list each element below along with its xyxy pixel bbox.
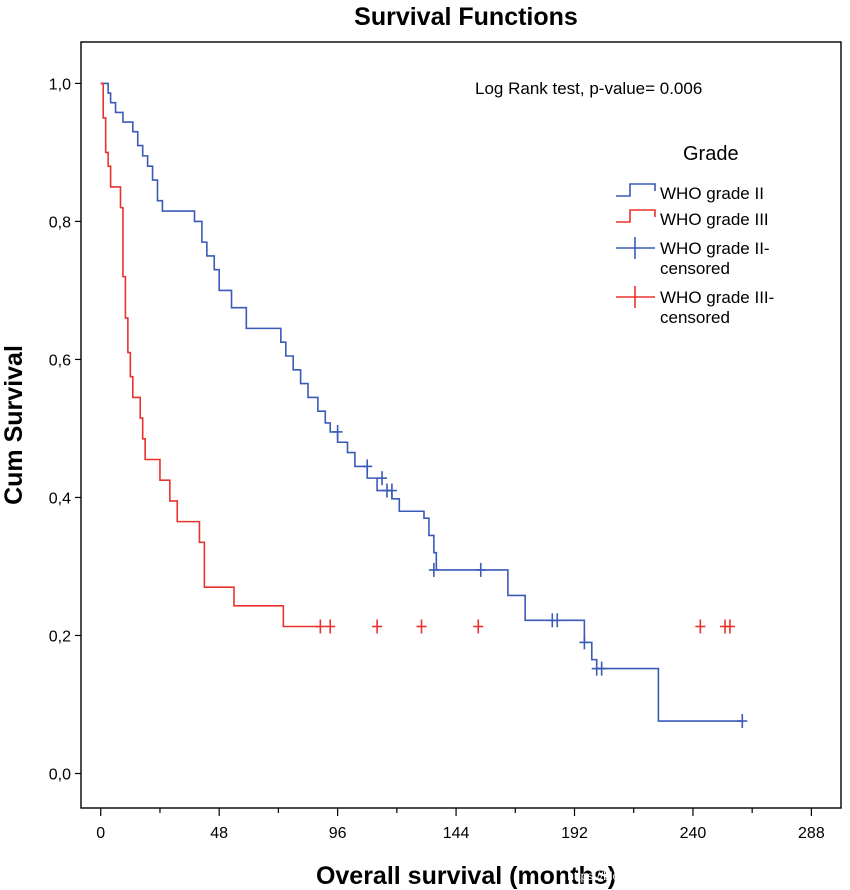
- x-tick-label: 144: [443, 825, 470, 842]
- series-who-grade-iii: [100, 82, 735, 634]
- legend-censor-swatch: [616, 286, 655, 308]
- y-tick-label: 0,2: [49, 628, 71, 645]
- y-axis-label: Cum Survival: [0, 345, 28, 505]
- censor-mark: [362, 459, 373, 474]
- chart-title: Survival Functions: [354, 3, 578, 31]
- legend-label: censored: [660, 308, 730, 327]
- legend-label: WHO grade III: [660, 210, 769, 229]
- series-who-grade-ii: [100, 82, 748, 729]
- legend-item: WHO grade II: [616, 183, 764, 203]
- y-tick-label: 0,0: [49, 766, 71, 783]
- y-tick-label: 0,8: [49, 214, 71, 231]
- x-tick-label: 192: [561, 825, 588, 842]
- legend-censor-swatch: [616, 237, 655, 259]
- x-axis: 0 48 96 144 192 240 288: [96, 808, 825, 842]
- censor-mark: [737, 714, 748, 729]
- censor-mark: [372, 619, 383, 634]
- x-tick-label: 96: [329, 825, 347, 842]
- legend-label: WHO grade III-: [660, 288, 774, 307]
- plot-area: [80, 41, 842, 809]
- censor-mark: [332, 424, 343, 439]
- x-tick-label: 48: [210, 825, 228, 842]
- legend-line-swatch: [616, 183, 656, 197]
- legend-item: WHO grade III-censored: [616, 286, 774, 327]
- censor-mark: [695, 619, 706, 634]
- survival-step-line: [100, 82, 743, 722]
- legend-label: censored: [660, 259, 730, 278]
- legend-item: WHO grade III: [616, 209, 769, 229]
- legend-label: WHO grade II-: [660, 239, 770, 258]
- censor-mark: [416, 619, 427, 634]
- censor-mark: [377, 471, 388, 486]
- censor-mark: [724, 619, 735, 634]
- y-tick-label: 0,4: [49, 490, 71, 507]
- y-tick-label: 0,6: [49, 352, 71, 369]
- legend-item: WHO grade II-censored: [616, 237, 770, 278]
- censor-mark: [428, 562, 439, 577]
- log-rank-annotation: Log Rank test, p-value= 0.006: [475, 79, 702, 98]
- censor-mark: [475, 562, 486, 577]
- survival-step-line: [100, 82, 318, 628]
- y-tick-label: 1,0: [49, 76, 71, 93]
- x-tick-label: 288: [798, 825, 825, 842]
- legend-label: WHO grade II: [660, 184, 764, 203]
- censor-mark: [596, 661, 607, 676]
- censor-mark: [552, 613, 563, 628]
- censor-mark: [325, 619, 336, 634]
- legend: Grade WHO grade II WHO grade III WHO grade…: [616, 143, 774, 327]
- series-layer: [100, 82, 748, 729]
- y-axis: 0,0 0,2 0,4 0,6 0,8 1,0: [49, 76, 81, 783]
- legend-line-swatch: [616, 209, 656, 223]
- legend-title: Grade: [683, 143, 739, 165]
- x-axis-label: Overall survival (months): [316, 862, 616, 890]
- x-tick-label: 0: [96, 825, 105, 842]
- watermark: https://blog.csdn.net/zhongkeyuanchongqi…: [567, 869, 805, 883]
- censor-mark: [579, 635, 590, 650]
- censor-mark: [386, 483, 397, 498]
- censor-mark: [315, 619, 326, 634]
- censor-mark: [473, 619, 484, 634]
- x-tick-label: 240: [680, 825, 707, 842]
